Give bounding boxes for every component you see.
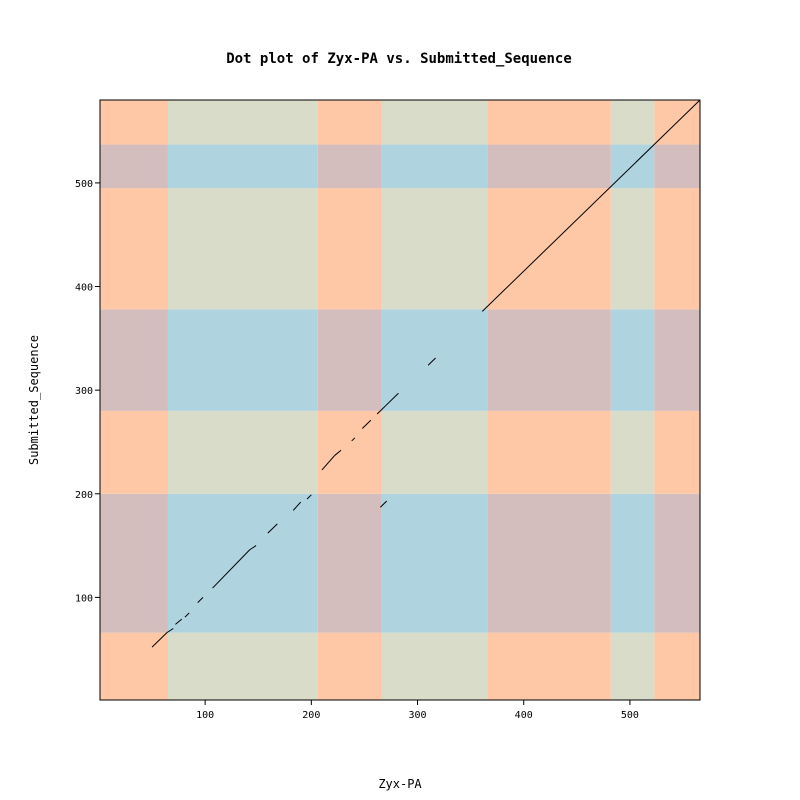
y-tick-label-100: 100 (75, 593, 93, 604)
region-3-0 (381, 632, 488, 700)
alignment-segment-7 (267, 523, 278, 534)
alignment-segment-17 (427, 357, 436, 366)
region-1-3 (167, 309, 318, 411)
region-5-0 (610, 632, 655, 700)
region-3-6 (381, 100, 488, 145)
region-0-0 (100, 632, 168, 700)
alignment-segment-11 (334, 449, 342, 456)
region-0-1 (100, 493, 168, 633)
region-4-0 (487, 632, 611, 700)
alignment-segment-2 (175, 618, 183, 625)
region-6-2 (654, 410, 700, 494)
x-tick-label-400: 400 (515, 710, 533, 721)
region-1-1 (167, 493, 318, 633)
region-0-2 (100, 410, 168, 494)
y-tick-label-400: 400 (75, 283, 93, 294)
region-2-6 (317, 100, 382, 145)
y-tick-label-200: 200 (75, 490, 93, 501)
y-tick-label-300: 300 (75, 386, 93, 397)
region-2-4 (317, 188, 382, 310)
region-5-2 (610, 410, 655, 494)
region-3-3 (381, 309, 488, 411)
region-0-4 (100, 188, 168, 310)
alignment-segment-12 (351, 437, 356, 442)
alignment-segment-16 (380, 500, 388, 508)
region-3-4 (381, 188, 488, 310)
region-1-5 (167, 144, 318, 189)
alignment-segment-4 (197, 597, 204, 603)
region-6-4 (654, 188, 700, 310)
region-3-5 (381, 144, 488, 189)
region-6-0 (654, 632, 700, 700)
alignment-segment-5 (212, 549, 251, 589)
region-4-5 (487, 144, 611, 189)
region-4-1 (487, 493, 611, 633)
alignment-segment-14 (376, 405, 387, 415)
chart-title: Dot plot of Zyx-PA vs. Submitted_Sequenc… (226, 51, 572, 67)
region-1-0 (167, 632, 318, 700)
alignment-segment-9 (306, 494, 312, 500)
y-axis-ticks: 100 200 300 400 500 (75, 179, 100, 604)
band-layer (100, 100, 700, 700)
region-0-6 (100, 100, 168, 145)
alignment-segment-8 (292, 501, 302, 511)
region-1-4 (167, 188, 318, 310)
alignment-segment-18 (481, 99, 701, 312)
region-5-6 (610, 100, 655, 145)
x-tick-label-200: 200 (302, 710, 320, 721)
region-3-2 (381, 410, 488, 494)
region-2-1 (317, 493, 382, 633)
region-2-5 (317, 144, 382, 189)
y-tick-label-500: 500 (75, 179, 93, 190)
region-2-0 (317, 632, 382, 700)
region-3-1 (381, 493, 488, 633)
region-6-1 (654, 493, 700, 633)
y-axis-label: Submitted_Sequence (27, 335, 41, 465)
x-tick-label-300: 300 (408, 710, 426, 721)
region-4-4 (487, 188, 611, 310)
region-0-5 (100, 144, 168, 189)
region-4-6 (487, 100, 611, 145)
region-0-3 (100, 309, 168, 411)
x-axis-label: Zyx-PA (378, 777, 422, 791)
region-4-3 (487, 309, 611, 411)
region-2-3 (317, 309, 382, 411)
alignment-segment-3 (184, 612, 190, 618)
plot-frame (99, 99, 701, 701)
region-5-4 (610, 188, 655, 310)
region-5-3 (610, 309, 655, 411)
alignment-segment-13 (361, 419, 372, 429)
region-1-6 (167, 100, 318, 145)
region-1-2 (167, 410, 318, 494)
alignment-segment-10 (321, 455, 336, 471)
region-6-3 (654, 309, 700, 411)
alignment-segment-6 (249, 545, 257, 551)
x-tick-label-100: 100 (196, 710, 214, 721)
alignment-segments (151, 99, 701, 648)
x-axis-ticks: 100 200 300 400 500 (196, 700, 639, 721)
region-6-5 (654, 144, 700, 189)
alignment-segment-1 (166, 628, 174, 634)
alignment-segment-0 (151, 632, 168, 648)
region-4-2 (487, 410, 611, 494)
region-2-2 (317, 410, 382, 494)
region-5-1 (610, 493, 655, 633)
x-tick-label-500: 500 (621, 710, 639, 721)
alignment-segment-15 (385, 392, 399, 407)
